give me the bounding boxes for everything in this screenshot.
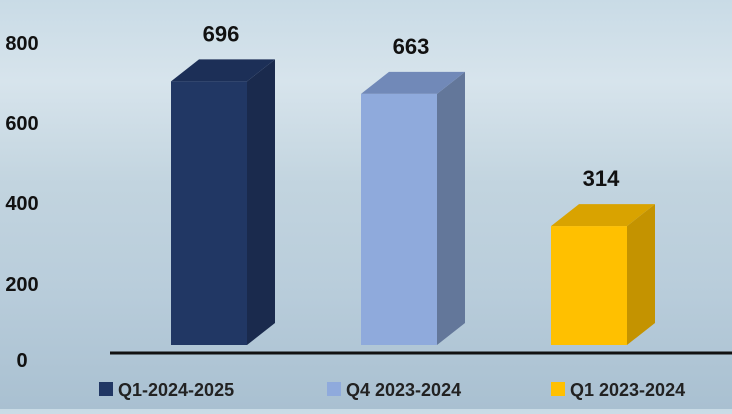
bar-side bbox=[437, 71, 465, 346]
bar-top bbox=[551, 204, 655, 227]
bar-front bbox=[171, 81, 247, 345]
bar-side bbox=[247, 59, 275, 345]
bar-side bbox=[627, 204, 655, 345]
legend-swatch bbox=[551, 382, 565, 396]
data-label: 696 bbox=[203, 21, 240, 46]
data-label: 314 bbox=[583, 166, 620, 191]
legend-label: Q4 2023-2024 bbox=[346, 380, 461, 400]
bar-2 bbox=[361, 71, 465, 346]
y-tick-label: 200 bbox=[5, 274, 38, 296]
legend-swatch bbox=[99, 382, 113, 396]
bar-top bbox=[361, 71, 465, 94]
bar-3 bbox=[551, 204, 655, 345]
bar-front bbox=[361, 93, 437, 345]
legend-swatch bbox=[327, 382, 341, 396]
bar-top bbox=[171, 59, 275, 82]
data-label: 663 bbox=[393, 34, 430, 59]
bar-front bbox=[551, 226, 627, 345]
legend-label: Q1 2023-2024 bbox=[570, 380, 685, 400]
bar-1 bbox=[171, 59, 275, 345]
y-tick-label: 0 bbox=[16, 350, 27, 372]
y-tick-label: 400 bbox=[5, 193, 38, 215]
legend-label: Q1-2024-2025 bbox=[118, 380, 234, 400]
y-tick-label: 600 bbox=[5, 113, 38, 135]
y-tick-label: 800 bbox=[5, 33, 38, 55]
